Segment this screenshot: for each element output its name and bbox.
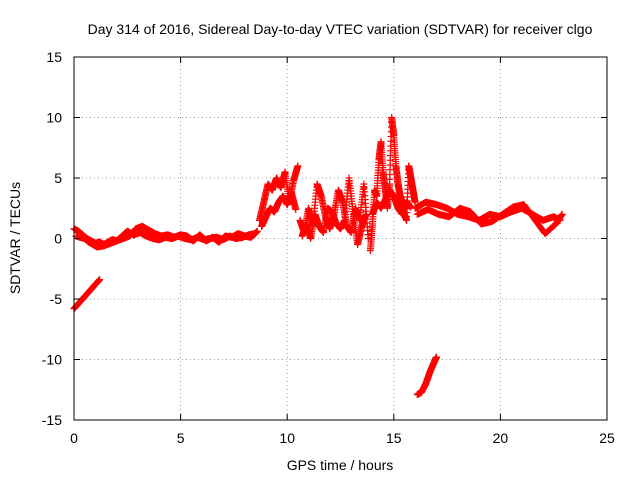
chart-title: Day 314 of 2016, Sidereal Day-to-day VTE… [88, 21, 593, 37]
y-tick-label: 0 [54, 231, 62, 247]
y-tick-label: 5 [54, 170, 62, 186]
data-point [96, 276, 104, 284]
x-axis-label: GPS time / hours [287, 457, 394, 473]
x-tick-label: 15 [386, 430, 402, 446]
x-tick-label: 10 [279, 430, 295, 446]
x-tick-label: 20 [493, 430, 509, 446]
y-tick-label: -15 [42, 412, 62, 428]
x-tick-label: 5 [177, 430, 185, 446]
x-tick-label: 0 [70, 430, 78, 446]
x-tick-label: 25 [599, 430, 615, 446]
y-tick-label: 10 [46, 110, 62, 126]
y-tick-label: 15 [46, 49, 62, 65]
data-point [253, 227, 261, 235]
y-tick-label: -5 [50, 291, 63, 307]
y-axis-label: SDTVAR / TECUs [7, 182, 23, 294]
y-tick-label: -10 [42, 352, 62, 368]
